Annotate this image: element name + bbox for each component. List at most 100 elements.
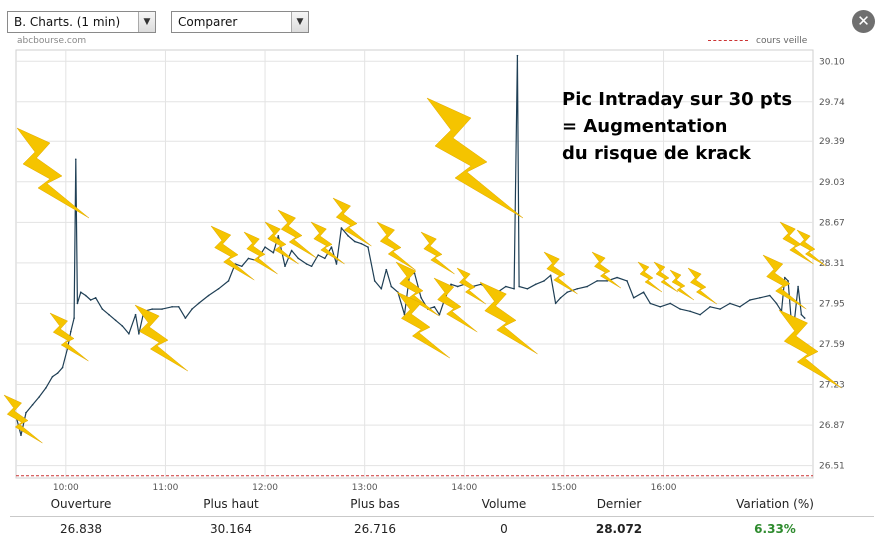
price-point [264,246,266,248]
lightning-icon [134,304,188,372]
price-point [787,280,789,282]
price-point [554,302,557,305]
price-point [191,308,193,310]
price-point [576,287,579,290]
y-tick-label: 27.23 [819,381,845,391]
close-icon[interactable]: ✕ [852,10,875,33]
price-point [729,302,731,305]
price-point [353,240,356,243]
lightning-icon [332,197,372,247]
price-point [360,242,363,245]
price-point [284,265,286,268]
lightning-icon [591,251,621,289]
lightning-icon [456,267,486,305]
y-tick-label: 26.87 [819,421,845,431]
stat-value-high: 30.164 [210,522,252,536]
price-point [450,283,452,286]
annotation-line: du risque de krack [562,143,751,164]
price-point [51,375,54,378]
price-point [689,310,691,313]
price-point [516,54,519,57]
price-point [526,287,529,290]
stats-header-row: Ouverture Plus haut Plus bas Volume Dern… [0,497,886,517]
price-point [380,287,383,290]
lightning-icon [653,261,679,293]
legend-line [708,40,748,41]
lightning-icon [479,281,538,355]
legend-label: cours veille [756,36,808,46]
price-point [207,294,210,297]
x-tick-label: 10:00 [53,483,79,493]
price-point [128,333,130,335]
price-point [559,296,562,299]
price-point [596,280,598,282]
y-tick-label: 30.10 [819,57,845,67]
price-point [297,257,300,260]
price-point [310,265,313,268]
price-point [20,434,22,437]
stat-label-volume: Volume [481,497,527,511]
price-point [534,283,537,286]
y-tick-label: 29.74 [819,98,845,108]
chevron-down-icon[interactable]: ▼ [138,12,155,32]
lightning-icon [796,229,826,267]
price-point [373,280,376,282]
price-point [632,296,635,299]
lightning-icon [669,269,695,301]
stat-value-open: 26.838 [60,522,102,536]
price-point [38,396,41,398]
chart-type-select[interactable]: B. Charts. (1 min) ▼ [7,11,156,33]
price-point [606,280,608,282]
price-line [15,54,806,436]
price-point [171,306,173,308]
lightning-icon [778,309,842,389]
annotation-line: Pic Intraday sur 30 pts [562,89,793,110]
stat-value-last: 28.072 [595,522,643,536]
lightning-icon [3,394,43,444]
price-point [272,251,275,254]
price-point [659,306,662,308]
y-tick-label: 29.03 [819,178,845,188]
price-point [134,313,137,316]
price-chart: 26.51 26.87 27.23 27.59 27.95 28.31 28.67 29.03… [3,49,845,493]
price-point [69,330,72,333]
source-label: abcbourse.com [17,36,87,46]
price-point [543,280,545,282]
lightning-icon [376,221,416,271]
price-point [340,227,343,229]
price-point [76,302,79,305]
lightning-icon [243,231,278,275]
price-point [783,276,786,279]
stats-value-row: 26.838 30.164 26.716 0 28.072 6.33% [0,522,886,542]
price-point [586,285,588,288]
price-point [114,319,117,322]
price-point [74,158,77,161]
chevron-down-icon[interactable]: ▼ [291,12,308,32]
price-point [719,308,721,310]
price-point [626,280,628,282]
stat-label-variation: Variation (%) [736,497,814,511]
x-tick-label: 13:00 [352,483,378,493]
price-point [699,313,701,316]
price-point [367,246,369,248]
price-point [61,366,64,369]
price-point [79,291,82,293]
lightning-icon [426,97,524,219]
price-point [94,296,97,299]
y-tick-label: 27.59 [819,340,845,350]
stat-label-open: Ouverture [50,497,112,511]
lightning-icon [310,221,345,265]
compare-select[interactable]: Comparer ▼ [171,11,309,33]
price-point [566,291,569,293]
price-point [513,287,515,290]
price-point [45,387,47,389]
stats-table: Ouverture Plus haut Plus bas Volume Dern… [0,497,886,542]
lightning-icon [395,261,440,317]
lightning-icon [264,221,299,265]
price-point [138,333,140,335]
price-point [84,294,87,297]
x-tick-label: 16:00 [651,483,677,493]
stat-value-variation: 6.33% [754,522,796,536]
x-tick-label: 12:00 [252,483,278,493]
price-point [759,296,761,299]
